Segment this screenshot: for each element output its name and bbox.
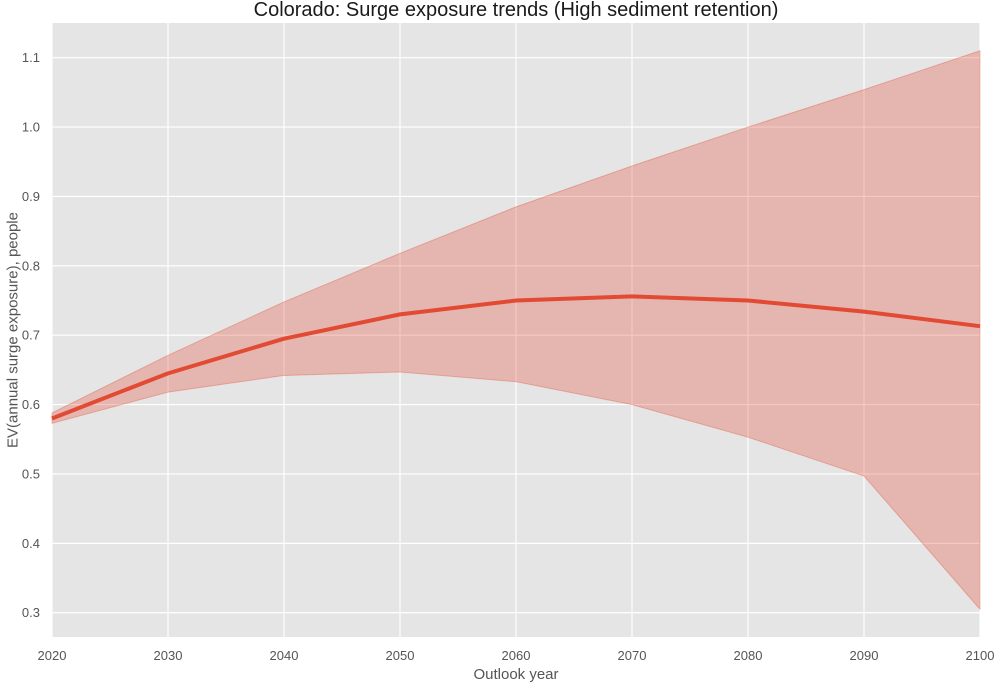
x-tick-label: 2050 [386, 648, 415, 663]
y-tick-labels: 0.3 0.4 0.5 0.6 0.7 0.8 0.9 1.0 1.1 [22, 50, 40, 620]
y-tick-label: 0.3 [22, 605, 40, 620]
x-tick-label: 2080 [734, 648, 763, 663]
confidence-band [51, 50, 981, 611]
x-tick-label: 2030 [154, 648, 183, 663]
x-tick-label: 2040 [270, 648, 299, 663]
y-tick-label: 0.5 [22, 466, 40, 481]
x-tick-label: 2090 [850, 648, 879, 663]
y-tick-label: 0.9 [22, 189, 40, 204]
uncertainty-bands [51, 50, 981, 611]
x-tick-label: 2020 [38, 648, 67, 663]
y-tick-label: 1.0 [22, 120, 40, 135]
y-tick-label: 0.8 [22, 258, 40, 273]
grid-lines [51, 23, 981, 637]
y-tick-label: 0.7 [22, 328, 40, 343]
y-axis-label: EV(annual surge exposure), people [4, 212, 21, 448]
chart-title: Colorado: Surge exposure trends (High se… [254, 0, 779, 21]
y-tick-label: 1.1 [22, 50, 40, 65]
x-tick-label: 2100 [966, 648, 995, 663]
x-axis-label: Outlook year [473, 666, 558, 683]
y-tick-label: 0.6 [22, 397, 40, 412]
series-line [51, 294, 981, 421]
x-tick-label: 2060 [502, 648, 531, 663]
series-lines [51, 294, 981, 421]
y-tick-label: 0.4 [22, 536, 40, 551]
x-tick-label: 2070 [618, 648, 647, 663]
x-tick-labels: 2020 2030 2040 2050 2060 2070 2080 2090 2100 [38, 648, 995, 663]
